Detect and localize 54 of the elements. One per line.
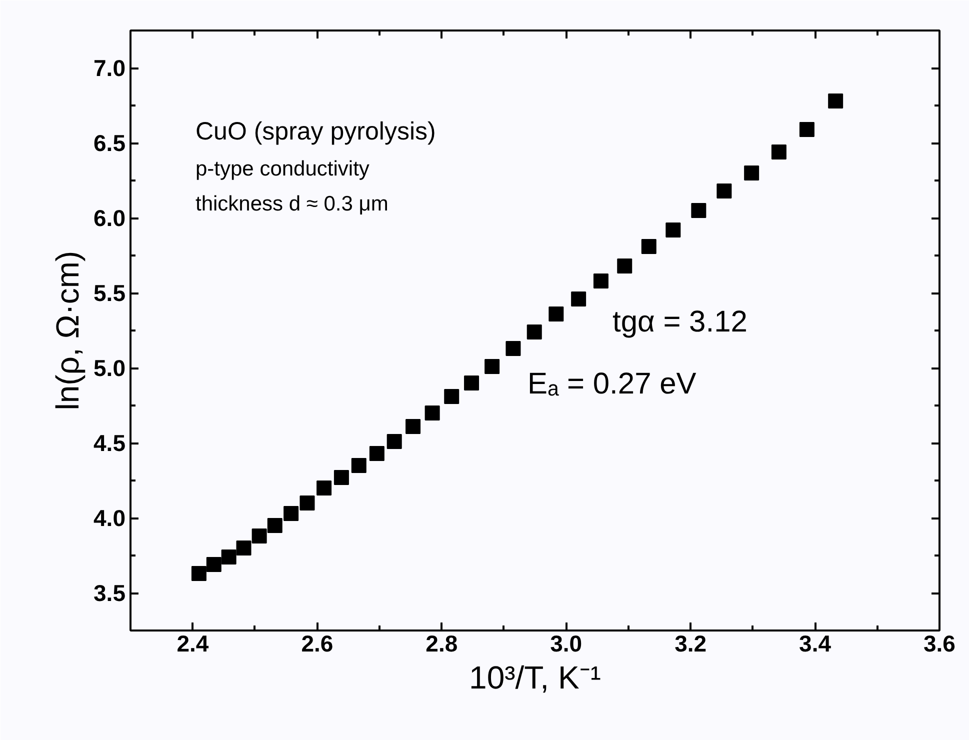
y-tick-label: 6.0: [94, 205, 126, 231]
point: [351, 458, 366, 473]
point: [828, 94, 844, 108]
y-tick-label: 7.0: [94, 55, 126, 81]
point: [617, 258, 632, 274]
x-tick-label: 2.6: [301, 630, 334, 656]
point: [191, 566, 206, 581]
point: [334, 470, 349, 485]
point: [464, 376, 480, 390]
x-tick-label: 3.0: [550, 630, 582, 656]
point: [284, 506, 299, 521]
point: [526, 324, 542, 340]
x-tick-label: 3.2: [674, 630, 707, 656]
point: [641, 239, 656, 254]
point: [300, 496, 315, 510]
annotation: p-type conductivity: [196, 158, 370, 180]
x-axis-title: 10³/T, K⁻¹: [469, 660, 601, 696]
x-tick-label: 2.8: [426, 630, 458, 656]
point: [221, 550, 236, 564]
point: [593, 274, 608, 288]
point: [691, 203, 706, 218]
x-tick-label: 3.6: [924, 630, 956, 656]
point: [444, 389, 460, 404]
annotation: tgα = 3.12: [612, 306, 748, 338]
annotation: Eₐ = 0.27 eV: [528, 368, 696, 400]
point: [252, 528, 267, 544]
point: [716, 184, 732, 198]
point: [548, 306, 564, 322]
point: [424, 406, 440, 420]
point: [571, 292, 586, 306]
y-tick-label: 4.5: [94, 430, 126, 456]
point: [506, 341, 521, 356]
x-tick-label: 3.4: [799, 630, 832, 656]
y-axis-title: ln(ρ, Ω·cm): [50, 250, 86, 410]
point: [386, 434, 402, 449]
point: [666, 222, 681, 238]
y-tick-label: 6.5: [94, 130, 126, 156]
y-tick-label: 5.5: [94, 280, 126, 306]
point: [484, 359, 500, 374]
point: [316, 480, 332, 496]
point: [771, 144, 786, 160]
y-tick-label: 4.0: [94, 505, 126, 531]
y-tick-label: 3.5: [94, 580, 126, 606]
point: [744, 166, 760, 180]
annotation: thickness d ≈ 0.3 μm: [196, 192, 388, 216]
annotation: CuO (spray pyrolysis): [196, 118, 436, 146]
point: [406, 419, 421, 434]
point: [267, 518, 282, 533]
x-tick-label: 2.4: [176, 630, 209, 656]
point: [206, 557, 222, 572]
y-tick-label: 5.0: [94, 355, 126, 381]
point: [799, 122, 814, 137]
point: [369, 446, 384, 461]
point: [236, 540, 252, 556]
